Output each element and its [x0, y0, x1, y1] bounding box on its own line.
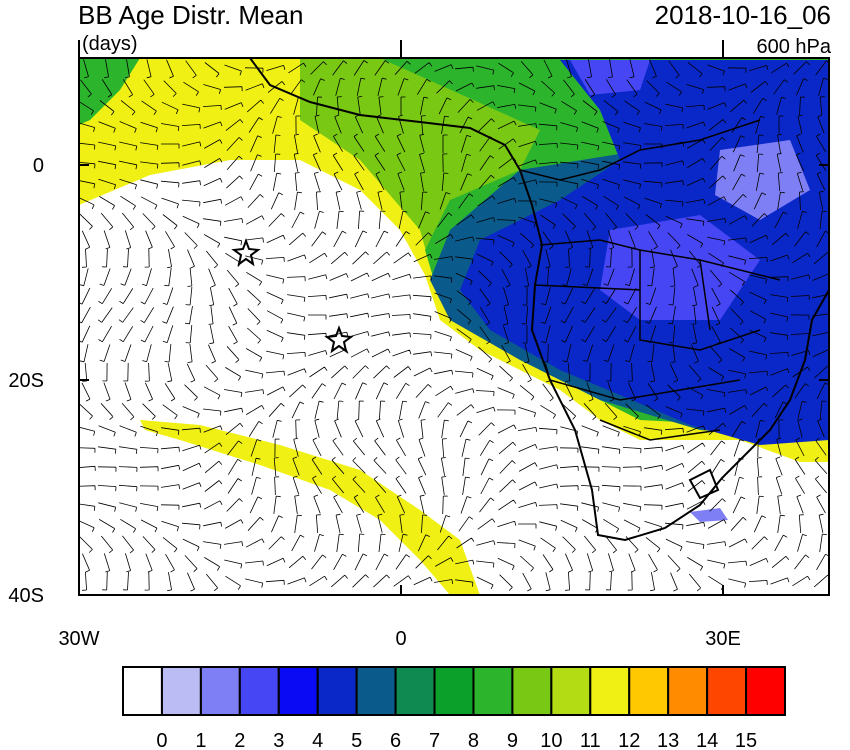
lat-label: 20S: [8, 370, 44, 392]
colorbar-box: [433, 666, 475, 716]
wind-barb: [79, 59, 829, 592]
colorbar-box: [589, 666, 631, 716]
coastline: [249, 58, 829, 542]
field-yellow: [140, 420, 480, 595]
date: 2018-10-16_06: [655, 0, 831, 30]
colorbar-label: 8: [468, 730, 479, 750]
level: 600 hPa: [756, 36, 831, 58]
colorbar-box: [628, 666, 670, 716]
colorbar-label: 5: [351, 730, 362, 750]
field-white: [79, 160, 829, 595]
lesotho: [688, 468, 720, 500]
colorbar-box: [238, 666, 280, 716]
colorbar-box: [316, 666, 358, 716]
colorbar-label: 3: [273, 730, 284, 750]
colorbar-box: [122, 666, 163, 716]
colorbar-label: 13: [657, 730, 679, 750]
star-marker: [324, 325, 354, 354]
colorbar: 0 1 2 3 4 5 6 7 8 9 10 11 12 13 14 15: [122, 666, 787, 750]
units: (days): [82, 33, 138, 55]
colorbar-label: 0: [156, 730, 167, 750]
colorbar-label: 15: [735, 730, 757, 750]
colorbar-box: [160, 666, 202, 716]
colorbar-label: 2: [234, 730, 245, 750]
lon-label: 30E: [705, 628, 741, 650]
colorbar-label: 10: [540, 730, 562, 750]
colorbar-box: [277, 666, 319, 716]
colorbar-box: [355, 666, 397, 716]
star-marker: [231, 238, 261, 267]
field-blue-light: [715, 140, 810, 220]
map-frame: [78, 57, 830, 596]
map-field: [79, 58, 829, 595]
borders: [519, 119, 781, 441]
colorbar-label: 7: [429, 730, 440, 750]
lon-label: 0: [395, 628, 406, 650]
colorbar-box: [706, 666, 748, 716]
colorbar-box: [394, 666, 436, 716]
colorbar-label: 9: [507, 730, 518, 750]
colorbar-label: 4: [312, 730, 323, 750]
title: BB Age Distr. Mean: [78, 0, 303, 30]
lat-label: 40S: [8, 585, 44, 607]
lat-label: 0: [33, 155, 44, 177]
colorbar-label: 1: [195, 730, 206, 750]
colorbar-box: [511, 666, 553, 716]
frame-ticks: [78, 40, 829, 595]
wind-barbs: [79, 59, 829, 592]
colorbar-box: [667, 666, 709, 716]
colorbar-label: 11: [580, 730, 601, 750]
colorbar-box: [472, 666, 514, 716]
colorbar-label: 14: [696, 730, 718, 750]
lon-label: 30W: [58, 628, 99, 650]
colorbar-label: 6: [390, 730, 401, 750]
colorbar-box: [745, 666, 787, 716]
colorbar-box: [199, 666, 241, 716]
colorbar-label: 12: [618, 730, 640, 750]
field-blue-light: [690, 508, 728, 522]
colorbar-box: [550, 666, 592, 716]
